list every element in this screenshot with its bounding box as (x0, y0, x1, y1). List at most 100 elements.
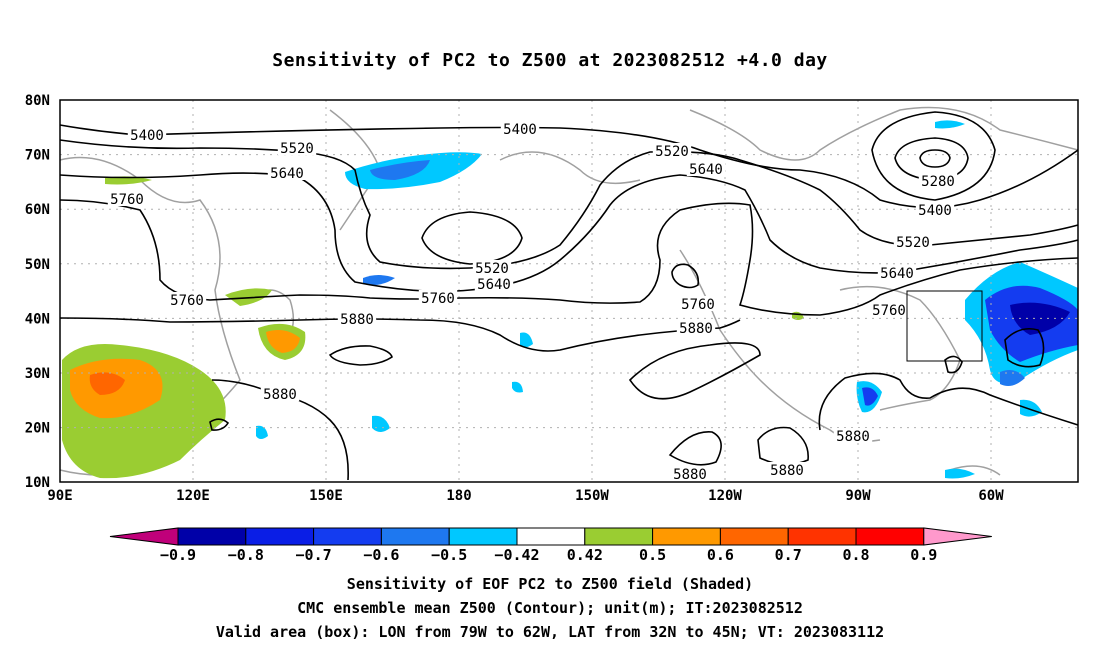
map-title: Sensitivity of PC2 to Z500 at 2023082512… (272, 50, 828, 71)
contour-label: 5880 (340, 312, 374, 328)
contour-label-bg (167, 292, 207, 307)
lon-label: 120W (708, 488, 742, 504)
contour-label-bg (277, 140, 317, 155)
colorbar-segment (584, 527, 654, 546)
contour-5520-closed (421, 211, 523, 265)
colorbar-tick-label: 0.7 (775, 546, 802, 564)
contour-label-bg (418, 290, 458, 305)
caption-line-2: CMC ensemble mean Z500 (Contour); unit(m… (297, 599, 803, 617)
contour-5400 (59, 124, 1079, 209)
lon-label: 90E (47, 488, 72, 504)
contour-label-bg (918, 173, 958, 188)
colorbar-segment (719, 527, 789, 546)
lat-label: 40N (25, 311, 50, 327)
contour-5880-coast (211, 379, 349, 481)
negative-region-small-8 (256, 425, 268, 439)
contour-label-bg (670, 466, 710, 481)
colorbar-under-triangle (109, 527, 179, 546)
lon-label: 150E (309, 488, 343, 504)
contour-label: 5880 (673, 467, 707, 483)
map-frame (59, 99, 1079, 483)
contour-label: 5880 (679, 321, 713, 337)
negative-region-small-2 (935, 120, 965, 129)
colorbar-tick-label: −0.9 (160, 546, 196, 564)
contour-label-bg (500, 121, 540, 136)
lon-label: 120E (176, 488, 210, 504)
colorbar-tick-label: 0.8 (842, 546, 869, 564)
colorbar-segment (652, 527, 721, 546)
contour-5640 (59, 172, 1079, 293)
contour-5880-small-6 (944, 355, 963, 374)
contour-label-bg (127, 127, 167, 142)
contour-label-bg (652, 143, 692, 158)
contour-label: 5400 (503, 122, 537, 138)
contour-5760 (59, 199, 1079, 316)
positive-region-asia-peak (89, 372, 125, 395)
colorbar-tick-label: −0.42 (494, 546, 539, 564)
contour-label: 5400 (918, 203, 952, 219)
negative-region-small-7 (372, 415, 390, 432)
contour-label-bg (869, 302, 909, 317)
contour-label-bg (893, 234, 933, 249)
contour-5280-ring (894, 137, 969, 181)
contour-5880-small-1 (328, 345, 393, 366)
contour-label-bg (676, 320, 716, 335)
contour-label-bg (267, 165, 307, 180)
lat-label: 10N (25, 475, 50, 491)
colorbar-segment (245, 527, 315, 546)
contour-label-bg (686, 161, 726, 176)
contour-label: 5520 (655, 144, 689, 160)
colorbar-tick-label: −0.5 (431, 546, 467, 564)
negative-region-bering-core (370, 160, 430, 180)
lon-label: 60W (978, 488, 1004, 504)
contour-label: 5760 (170, 293, 204, 309)
contour-5880-small-5 (209, 418, 230, 431)
negative-region-small-5 (520, 332, 533, 348)
contour-5280-inner (919, 149, 951, 168)
sensitivity-shading (62, 120, 1078, 479)
colorbar-segment (516, 527, 586, 546)
colorbar-segment (313, 527, 382, 546)
contour-label-bg (678, 296, 718, 311)
lat-label: 70N (25, 148, 50, 164)
lat-label: 20N (25, 421, 50, 437)
contour-label: 5760 (681, 297, 715, 313)
contour-label-bg (107, 191, 147, 206)
colorbar-over-triangle (923, 527, 992, 546)
contour-5760-closed (671, 263, 700, 289)
negative-region-small-3 (1000, 370, 1025, 386)
contour-5880-small-3 (668, 431, 722, 466)
contour-5880-atlantic (1004, 327, 1045, 368)
contour-label-bg (474, 276, 514, 291)
contour-5880-gulf (818, 372, 1079, 431)
contour-label: 5640 (477, 277, 511, 293)
contour-label-bg (767, 462, 807, 477)
contour-5880-small-2 (628, 342, 761, 400)
lon-label: 180 (446, 488, 471, 504)
colorbar-tick-label: 0.6 (707, 546, 734, 564)
contour-label: 5520 (475, 261, 509, 277)
colorbar-tick-label: 0.42 (567, 546, 603, 564)
contour-5400-ring (871, 111, 996, 201)
negative-region-small-1 (363, 275, 395, 286)
colorbar-segment (787, 527, 857, 546)
negative-region-small-9 (945, 468, 975, 479)
lat-label: 30N (25, 366, 50, 382)
positive-region-small (105, 176, 152, 185)
contour-label: 5880 (263, 387, 297, 403)
colorbar-tick-label: 0.9 (910, 546, 937, 564)
contour-label: 5280 (921, 174, 955, 190)
colorbar-tick-label: 0.5 (639, 546, 666, 564)
contour-label: 5760 (110, 192, 144, 208)
contour-label: 5880 (836, 429, 870, 445)
colorbar-tick-label: −0.8 (228, 546, 264, 564)
lat-label: 60N (25, 202, 50, 218)
lat-label: 50N (25, 257, 50, 273)
contour-label: 5880 (770, 463, 804, 479)
contour-5880-small-4 (757, 426, 809, 466)
contour-label-bg (260, 386, 300, 401)
colorbar-segment (177, 527, 247, 546)
colorbar-tick-label: −0.7 (296, 546, 332, 564)
